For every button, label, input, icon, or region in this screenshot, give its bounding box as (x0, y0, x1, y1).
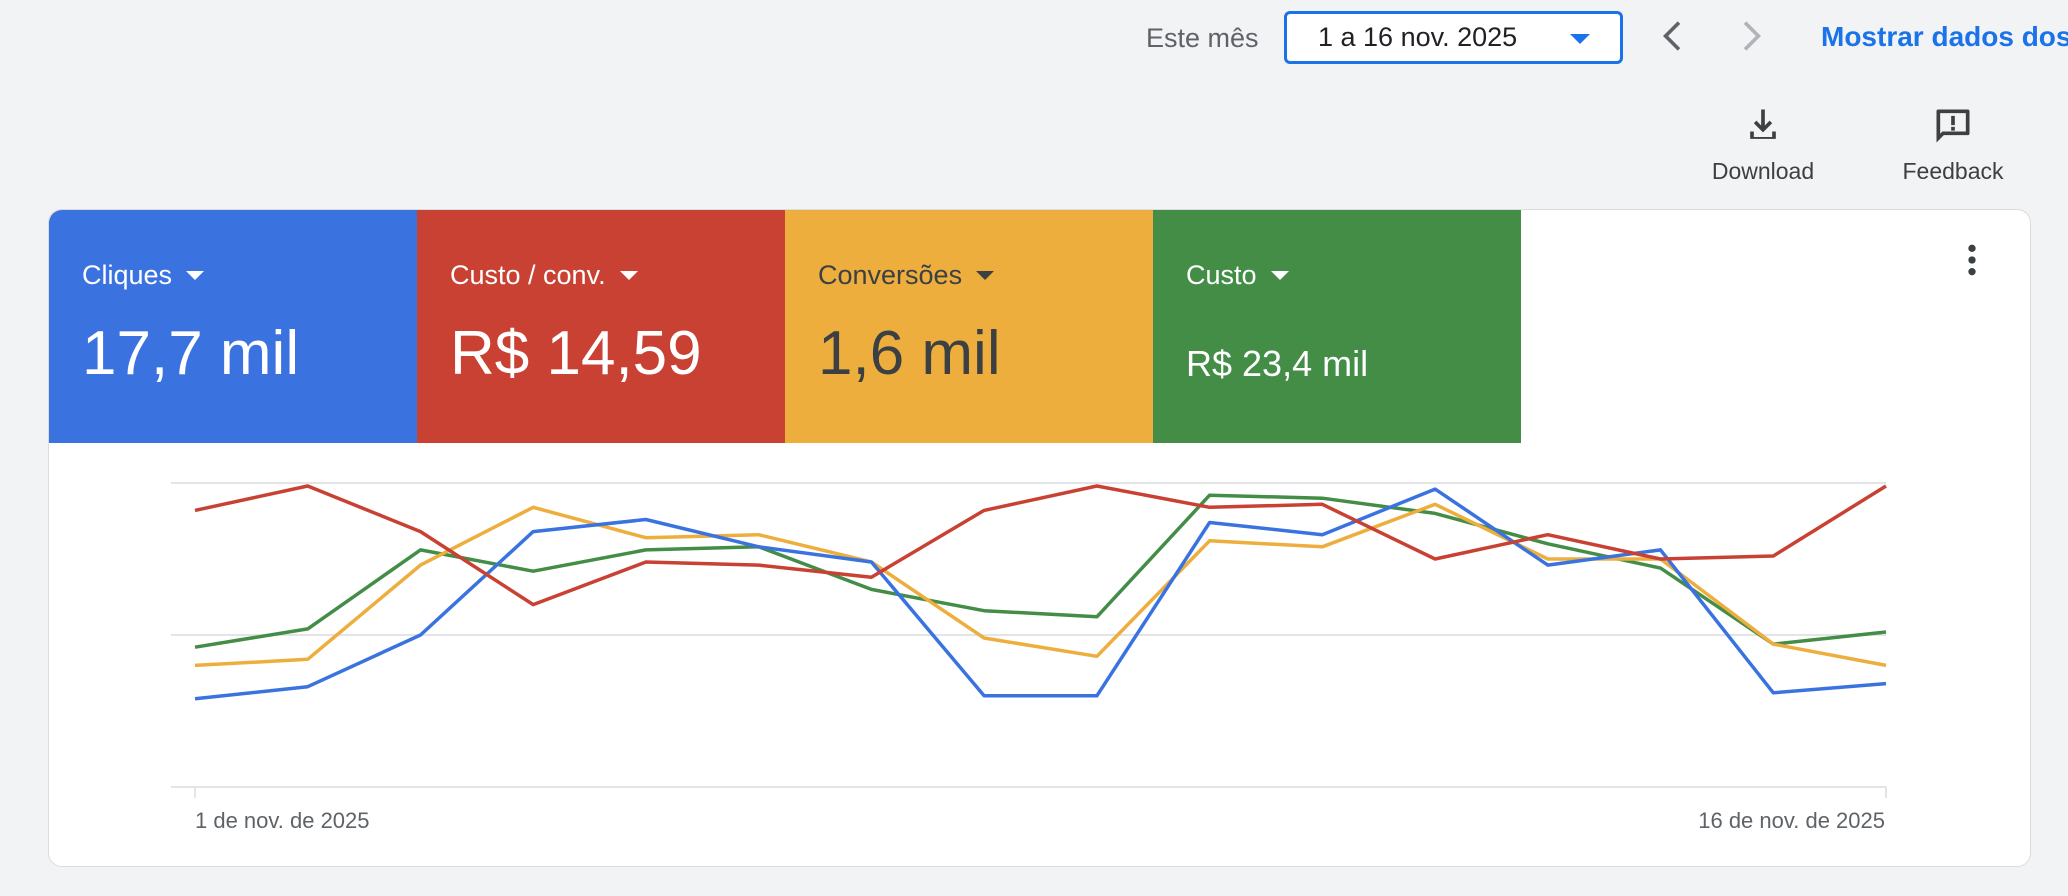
date-range-label: Este mês (1146, 23, 1259, 53)
metric-name: Custo (1186, 260, 1257, 290)
date-range-select[interactable]: 1 a 16 nov. 2025 (1284, 11, 1623, 64)
metric-tile-custo-conv[interactable]: Custo / conv. R$ 14,59 (417, 210, 785, 443)
series-line-custo-conv-[interactable] (194, 484, 1887, 607)
more-vert-icon (1968, 244, 1976, 276)
metric-dropdown-icon (619, 271, 638, 280)
metric-tile-conversoes[interactable]: Conversões 1,6 mil (785, 210, 1153, 443)
series-line-custo[interactable] (194, 493, 1887, 649)
metric-value: R$ 23,4 mil (1186, 343, 1369, 384)
metric-value: 1,6 mil (818, 319, 1001, 388)
metric-value: R$ 14,59 (450, 319, 702, 388)
metric-dropdown-icon (976, 271, 995, 280)
x-tick-label-end: 16 de nov. de 2025 (1698, 808, 1885, 833)
download-button[interactable]: Download (1693, 104, 1833, 185)
show-data-link[interactable]: Mostrar dados dos (1821, 21, 2068, 52)
next-period-button[interactable] (1728, 14, 1772, 58)
metric-dropdown-icon (1270, 271, 1289, 280)
x-tick-label-start: 1 de nov. de 2025 (195, 808, 370, 833)
metric-tiles: Cliques 17,7 mil Custo / conv. R$ 14,59 … (49, 210, 1521, 443)
download-label: Download (1711, 158, 1815, 184)
line-chart (171, 482, 1887, 798)
chevron-right-icon (1743, 21, 1761, 51)
metric-name: Custo / conv. (450, 260, 606, 290)
dropdown-caret-icon (1570, 34, 1590, 44)
feedback-button[interactable]: Feedback (1883, 104, 2023, 185)
feedback-label: Feedback (1902, 158, 2004, 184)
download-icon (1750, 109, 1776, 139)
more-options-button[interactable] (1952, 240, 1992, 280)
performance-chart-card: Cliques 17,7 mil Custo / conv. R$ 14,59 … (48, 209, 2031, 867)
metric-tile-cliques[interactable]: Cliques 17,7 mil (49, 210, 417, 443)
metric-tile-custo[interactable]: Custo R$ 23,4 mil (1153, 210, 1521, 443)
series-line-convers-es[interactable] (194, 502, 1887, 668)
chevron-left-icon (1663, 21, 1681, 51)
feedback-icon (1936, 109, 1970, 143)
metric-name: Conversões (818, 260, 963, 290)
metric-value: 17,7 mil (82, 319, 300, 388)
series-line-cliques[interactable] (194, 487, 1887, 701)
previous-period-button[interactable] (1652, 14, 1696, 58)
metric-dropdown-icon (186, 271, 205, 280)
date-range-value: 1 a 16 nov. 2025 (1318, 22, 1518, 52)
metric-name: Cliques (82, 260, 173, 290)
